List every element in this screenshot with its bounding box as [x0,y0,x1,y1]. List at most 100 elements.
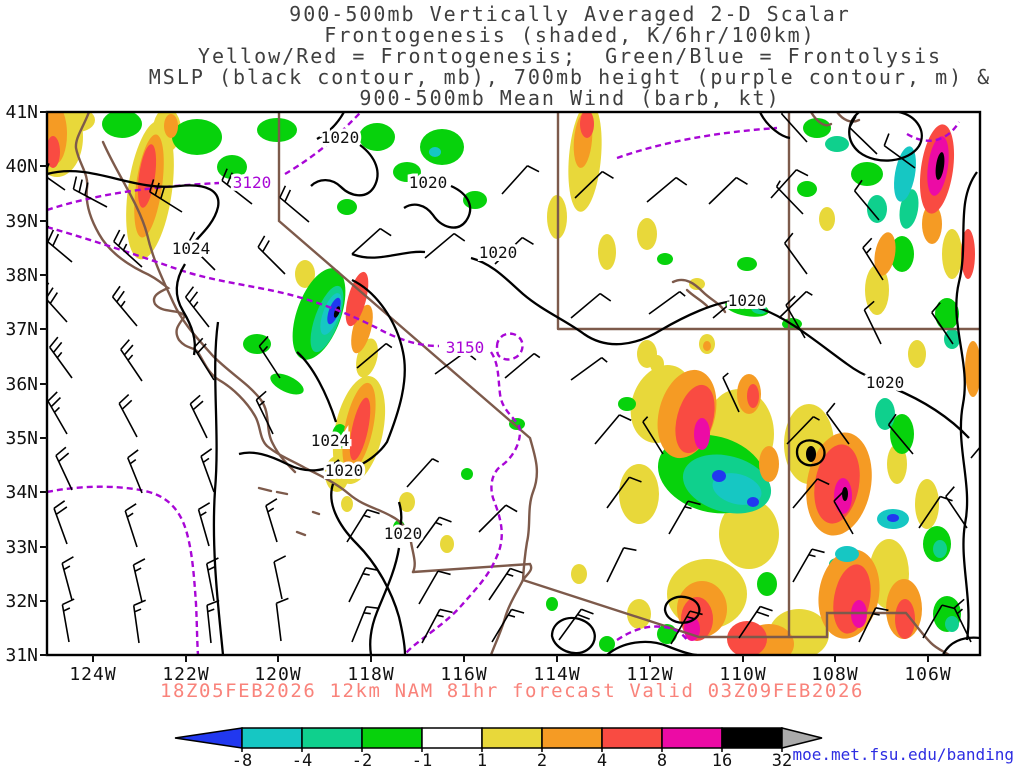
frontogenesis-shading-region [719,499,779,569]
wind-barb [132,599,146,644]
frontogenesis-shading-region [961,229,975,279]
wind-barb [648,291,686,315]
frontogenesis-shading-region [627,599,651,629]
mslp-contour-line [848,112,923,162]
colorbar-segment [661,727,723,749]
figure-title: 900-500mb Vertically Averaged 2-D Scalar… [116,4,1024,109]
frontogenesis-shading-region [349,397,371,461]
frontogenesis-shading-region [393,162,421,182]
title-line-5: 900-500mb Mean Wind (barb, kt) [359,86,781,110]
wind-barb [833,491,854,535]
height-contour-line [47,225,522,655]
wind-barb [255,390,274,435]
wind-barb [47,282,68,323]
wind-barb [275,597,289,642]
colorbar-tick-label: 32 [772,751,792,768]
colorbar-tick-label: -1 [412,751,432,768]
frontogenesis-shading-region [333,306,341,318]
frontogenesis-shading-region [942,229,962,279]
mslp-contour-line [758,112,791,140]
frontogenesis-shading-region [747,384,759,408]
frontogenesis-shading-region [875,398,895,430]
lat-tick-label: 41N [5,102,38,123]
wind-barb [424,232,466,259]
wind-barb [558,608,594,641]
frontogenesis-shading-region [965,341,980,397]
axis-labels: 41N 40N 39N 38N 37N 36N 35N 34N 33N 32N 31N 124W 122… [5,102,951,685]
height-contour-line [616,625,688,641]
wind-barb [61,556,74,601]
wind-barb [670,610,703,645]
frontogenesis-shading-region [102,112,142,138]
wind-barb [708,176,748,205]
height-contour-line [495,332,524,361]
frontogenesis-shading-region [164,114,178,138]
wind-barb [221,168,253,205]
colorbar-segment [241,727,303,749]
mslp-contour-line [47,169,220,249]
wind-barb [504,352,541,379]
lon-tick-label: 106W [904,664,951,685]
contour-label: 1020 [325,461,364,480]
frontogenesis-shading-region [337,199,357,215]
wind-barb [792,478,830,509]
wind-barb [606,547,637,583]
frontogenesis-shading [47,112,980,655]
wind-barb [501,165,540,195]
frontogenesis-shading-region [359,123,395,151]
colorbar-segment [361,727,423,749]
frontogenesis-shading-region [599,636,615,652]
title-line-3: Yellow/Red = Frontogenesis; Green/Blue =… [197,44,943,68]
wind-barb [356,342,393,369]
title-line-4: MSLP (black contour, mb), 700mb height (… [148,65,992,89]
lat-tick-label: 40N [5,156,38,177]
geo-border-line [101,140,297,474]
site-link[interactable]: moe.met.fsu.edu/banding [792,745,1014,764]
state-borders-coastline [74,112,980,655]
frontogenesis-shading-region [806,446,816,462]
frontogenesis-shading-region [270,373,304,395]
wind-barb [206,599,220,644]
mslp-contour-line [351,250,970,439]
contour-label: 1020 [479,243,518,262]
wind-barb [72,176,108,208]
wind-barb [922,604,955,639]
wind-barb [970,446,980,459]
wind-barb [784,232,808,275]
frontogenesis-shading-region [935,298,959,330]
frontogenesis-shading-region [657,253,673,265]
mslp-contour-line [316,112,346,141]
colorbar-segment [721,727,783,749]
colorbar-tick-label: 2 [537,751,547,768]
wind-barb [570,292,612,319]
wind-barb [406,458,440,488]
lon-tick-label: 124W [69,664,116,685]
wind-barb [421,608,453,644]
forecast-caption: 18Z05FEB2026 12km NAM 81hr forecast Vali… [159,680,865,702]
wind-barb [826,402,850,445]
mslp-contour-line [606,640,698,655]
wind-barb [197,502,211,547]
wind-barb [416,516,452,549]
colorbar-tick-label: -2 [352,751,372,768]
frontogenesis-shading-region [351,304,373,354]
wind-barb [200,448,215,493]
colorbar-tick-label: 1 [477,751,487,768]
mslp-contour-line [238,351,340,472]
frontogenesis-shading-region [619,464,659,524]
frontogenesis-shading-region [598,234,616,270]
frontogenesis-shading-region [890,236,914,272]
mslp-contour-line [310,144,379,197]
frontogenesis-shading-region [933,540,947,558]
wind-barb [279,185,310,223]
wind-barb [594,414,632,445]
frontogenesis-shading-region [842,487,848,501]
lat-tick-label: 34N [5,482,38,503]
frontogenesis-shading-region [703,341,711,351]
wind-barb [346,509,380,543]
wind-barb [149,179,183,213]
frontogenesis-shading-region [295,260,315,288]
height-contour-line [47,112,362,212]
colorbar-tick-label: -4 [292,751,312,768]
